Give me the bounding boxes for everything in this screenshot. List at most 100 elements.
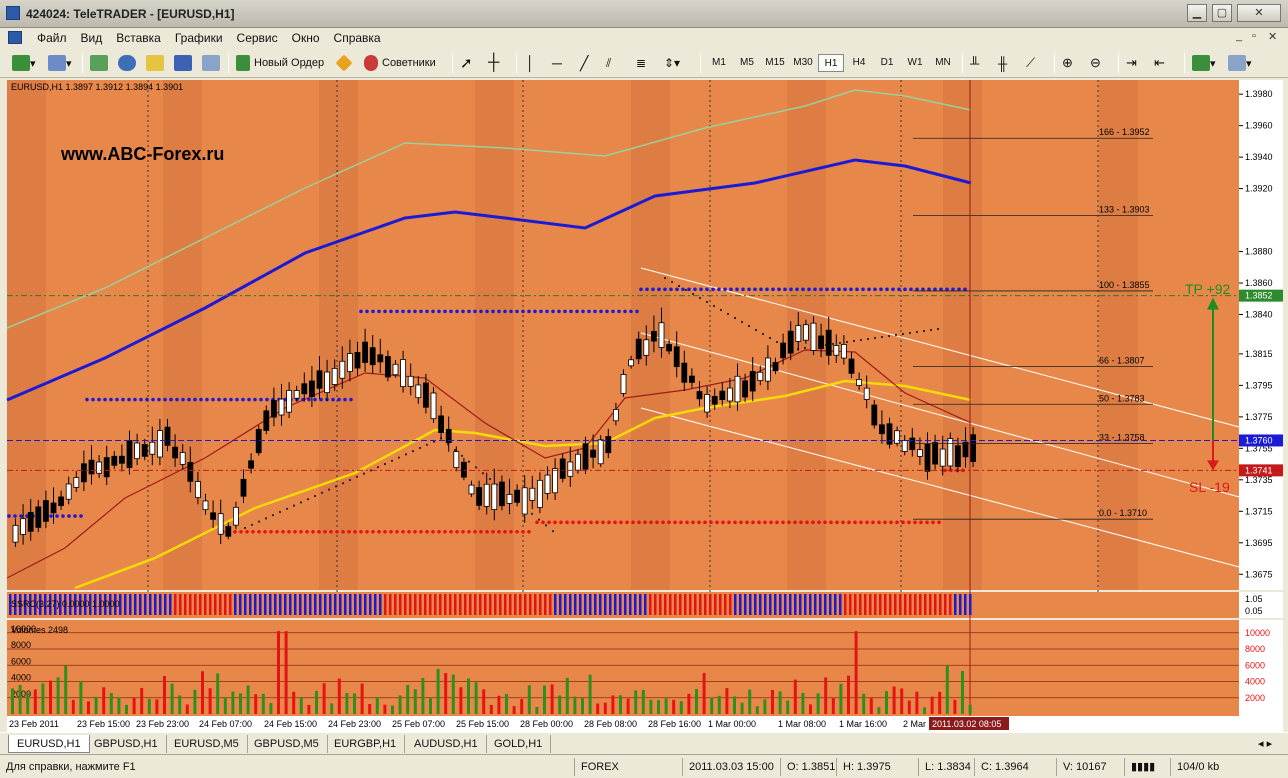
- mdi-minimize-icon[interactable]: _: [1236, 30, 1243, 42]
- terminal-button[interactable]: [174, 52, 192, 74]
- favorites-button[interactable]: [146, 52, 164, 74]
- ssrc-bar: [779, 594, 782, 615]
- timeframe-m15[interactable]: M15: [765, 57, 785, 68]
- level-dot: [503, 309, 507, 314]
- bear-candle: [50, 502, 57, 514]
- line-chart-button[interactable]: ⟋: [1026, 52, 1035, 74]
- chart-shift-button[interactable]: ⇤: [1154, 52, 1165, 74]
- volume-bar: [155, 699, 159, 714]
- timeframe-h1[interactable]: H1: [818, 54, 844, 72]
- arrows-tool[interactable]: ⇕▾: [664, 52, 680, 74]
- level-dot: [485, 309, 489, 314]
- minimize-button[interactable]: ▁: [1187, 4, 1207, 22]
- menu-item-6[interactable]: Справка: [333, 31, 381, 45]
- zoom-out-button[interactable]: ⊖: [1090, 52, 1101, 74]
- chart-canvas[interactable]: 166 - 1.3952 133 - 1.3903 100 - 1.3855 66 -…: [5, 78, 1283, 732]
- fibo-label: 66 - 1.3807: [1099, 355, 1145, 365]
- tab-gbpusd-h1[interactable]: GBPUSD,H1: [86, 735, 167, 753]
- new-order-icon: [236, 55, 250, 71]
- timeframe-w1[interactable]: W1: [907, 57, 923, 68]
- menu-item-4[interactable]: Сервис: [236, 31, 278, 45]
- close-button[interactable]: ✕: [1237, 4, 1281, 22]
- tab-gold-h1[interactable]: GOLD,H1: [486, 735, 552, 753]
- level-dot: [709, 520, 713, 525]
- timeframe-mn[interactable]: MN: [935, 57, 951, 68]
- candle-chart-button[interactable]: ╫: [998, 52, 1007, 74]
- tab-gbpusd-m5[interactable]: GBPUSD,M5: [246, 735, 328, 753]
- volume-bar: [588, 674, 592, 714]
- volume-bar: [573, 696, 577, 714]
- profiles-button[interactable]: ▾: [48, 52, 72, 74]
- tab-scroll-arrows[interactable]: ◂ ▸: [1258, 738, 1273, 750]
- templates-button[interactable]: ▾: [1228, 52, 1252, 74]
- menu-item-2[interactable]: Вставка: [116, 31, 161, 45]
- time-scale: 23 Feb 2011 23 Feb 15:00 23 Feb 23:00 24 Fe…: [9, 717, 1009, 730]
- vertical-line-tool[interactable]: │: [526, 52, 535, 74]
- mdi-restore-icon[interactable]: ▫: [1252, 30, 1256, 42]
- zoom-in-button[interactable]: ⊕: [1062, 52, 1073, 74]
- menu-item-3[interactable]: Графики: [174, 31, 223, 45]
- alert-button[interactable]: [335, 52, 353, 74]
- timeframe-h4[interactable]: H4: [852, 57, 866, 68]
- navigator-button[interactable]: [118, 52, 136, 74]
- cursor-tool[interactable]: ➚: [460, 52, 473, 74]
- mdi-close-icon[interactable]: ✕: [1268, 31, 1278, 43]
- bar-chart-button[interactable]: ╨: [970, 52, 979, 74]
- volume-bar: [885, 691, 888, 714]
- volume-bar: [755, 706, 759, 714]
- price-tick-label: 1.3960: [1245, 121, 1273, 131]
- ssrc-bar: [904, 594, 907, 615]
- strategy-tester-button[interactable]: [202, 52, 220, 74]
- market-watch-button[interactable]: [90, 52, 108, 74]
- timeframe-m5[interactable]: M5: [740, 57, 754, 68]
- new-order-button[interactable]: Новый Ордер: [236, 52, 324, 74]
- sar-dot: [663, 276, 667, 280]
- menu-item-0[interactable]: Файл: [37, 31, 67, 45]
- chart-window[interactable]: 166 - 1.3952 133 - 1.3903 100 - 1.3855 66 -…: [5, 78, 1283, 732]
- level-dot: [353, 529, 357, 534]
- status-volume: V: 10167: [1056, 758, 1107, 776]
- level-dot: [807, 287, 811, 292]
- time-label: 1 Mar 08:00: [778, 719, 826, 729]
- horizontal-line-tool[interactable]: ─: [552, 52, 562, 74]
- ssrc-bar: [304, 594, 307, 615]
- volume-bar: [565, 677, 569, 714]
- maximize-button[interactable]: ▢: [1212, 4, 1232, 22]
- level-dot: [777, 287, 781, 292]
- bear-candle: [605, 436, 612, 454]
- volume-bar: [322, 683, 326, 714]
- level-dot: [389, 529, 393, 534]
- ssrc-bar: [154, 594, 157, 615]
- bear-candle: [696, 391, 703, 400]
- advisors-button[interactable]: Советники: [364, 52, 436, 74]
- tab-eurusd-h1[interactable]: EURUSD,H1: [8, 735, 90, 753]
- bear-candle: [362, 341, 369, 363]
- crosshair-tool[interactable]: ┼: [488, 52, 499, 74]
- volume-axis-label: 4000: [11, 673, 31, 683]
- auto-scroll-button[interactable]: ⇥: [1126, 52, 1137, 74]
- ssrc-bar: [719, 594, 722, 615]
- level-dot: [951, 287, 955, 292]
- new-chart-button[interactable]: ▾: [12, 52, 36, 74]
- timeframe-m1[interactable]: M1: [712, 57, 726, 68]
- volume-bar: [398, 695, 402, 714]
- menu-item-5[interactable]: Окно: [291, 31, 320, 45]
- indicators-button[interactable]: ▾: [1192, 52, 1216, 74]
- chart-tabs: EURUSD,H1 GBPUSD,H1 EURUSD,M5 GBPUSD,M5 EURG…: [0, 732, 1288, 754]
- tab-audusd-h1[interactable]: AUDUSD,H1: [406, 735, 487, 753]
- ssrc-bar: [389, 594, 392, 615]
- tab-eurgbp-h1[interactable]: EURGBP,H1: [326, 735, 406, 753]
- menu-item-1[interactable]: Вид: [80, 31, 103, 45]
- tab-eurusd-m5[interactable]: EURUSD,M5: [166, 735, 248, 753]
- fibo-tool[interactable]: ≣: [636, 52, 646, 74]
- trendline-tool[interactable]: ╱: [580, 52, 588, 74]
- bull-candle: [734, 375, 741, 403]
- volume-bar: [451, 674, 455, 714]
- level-dot: [599, 309, 603, 314]
- volume-scale-label: 2000: [1245, 693, 1265, 703]
- volume-bar: [185, 704, 189, 714]
- timeframe-d1[interactable]: D1: [880, 57, 894, 68]
- channel-tool[interactable]: ⫽: [606, 52, 611, 74]
- volume-bar: [961, 671, 964, 714]
- timeframe-m30[interactable]: M30: [793, 57, 813, 68]
